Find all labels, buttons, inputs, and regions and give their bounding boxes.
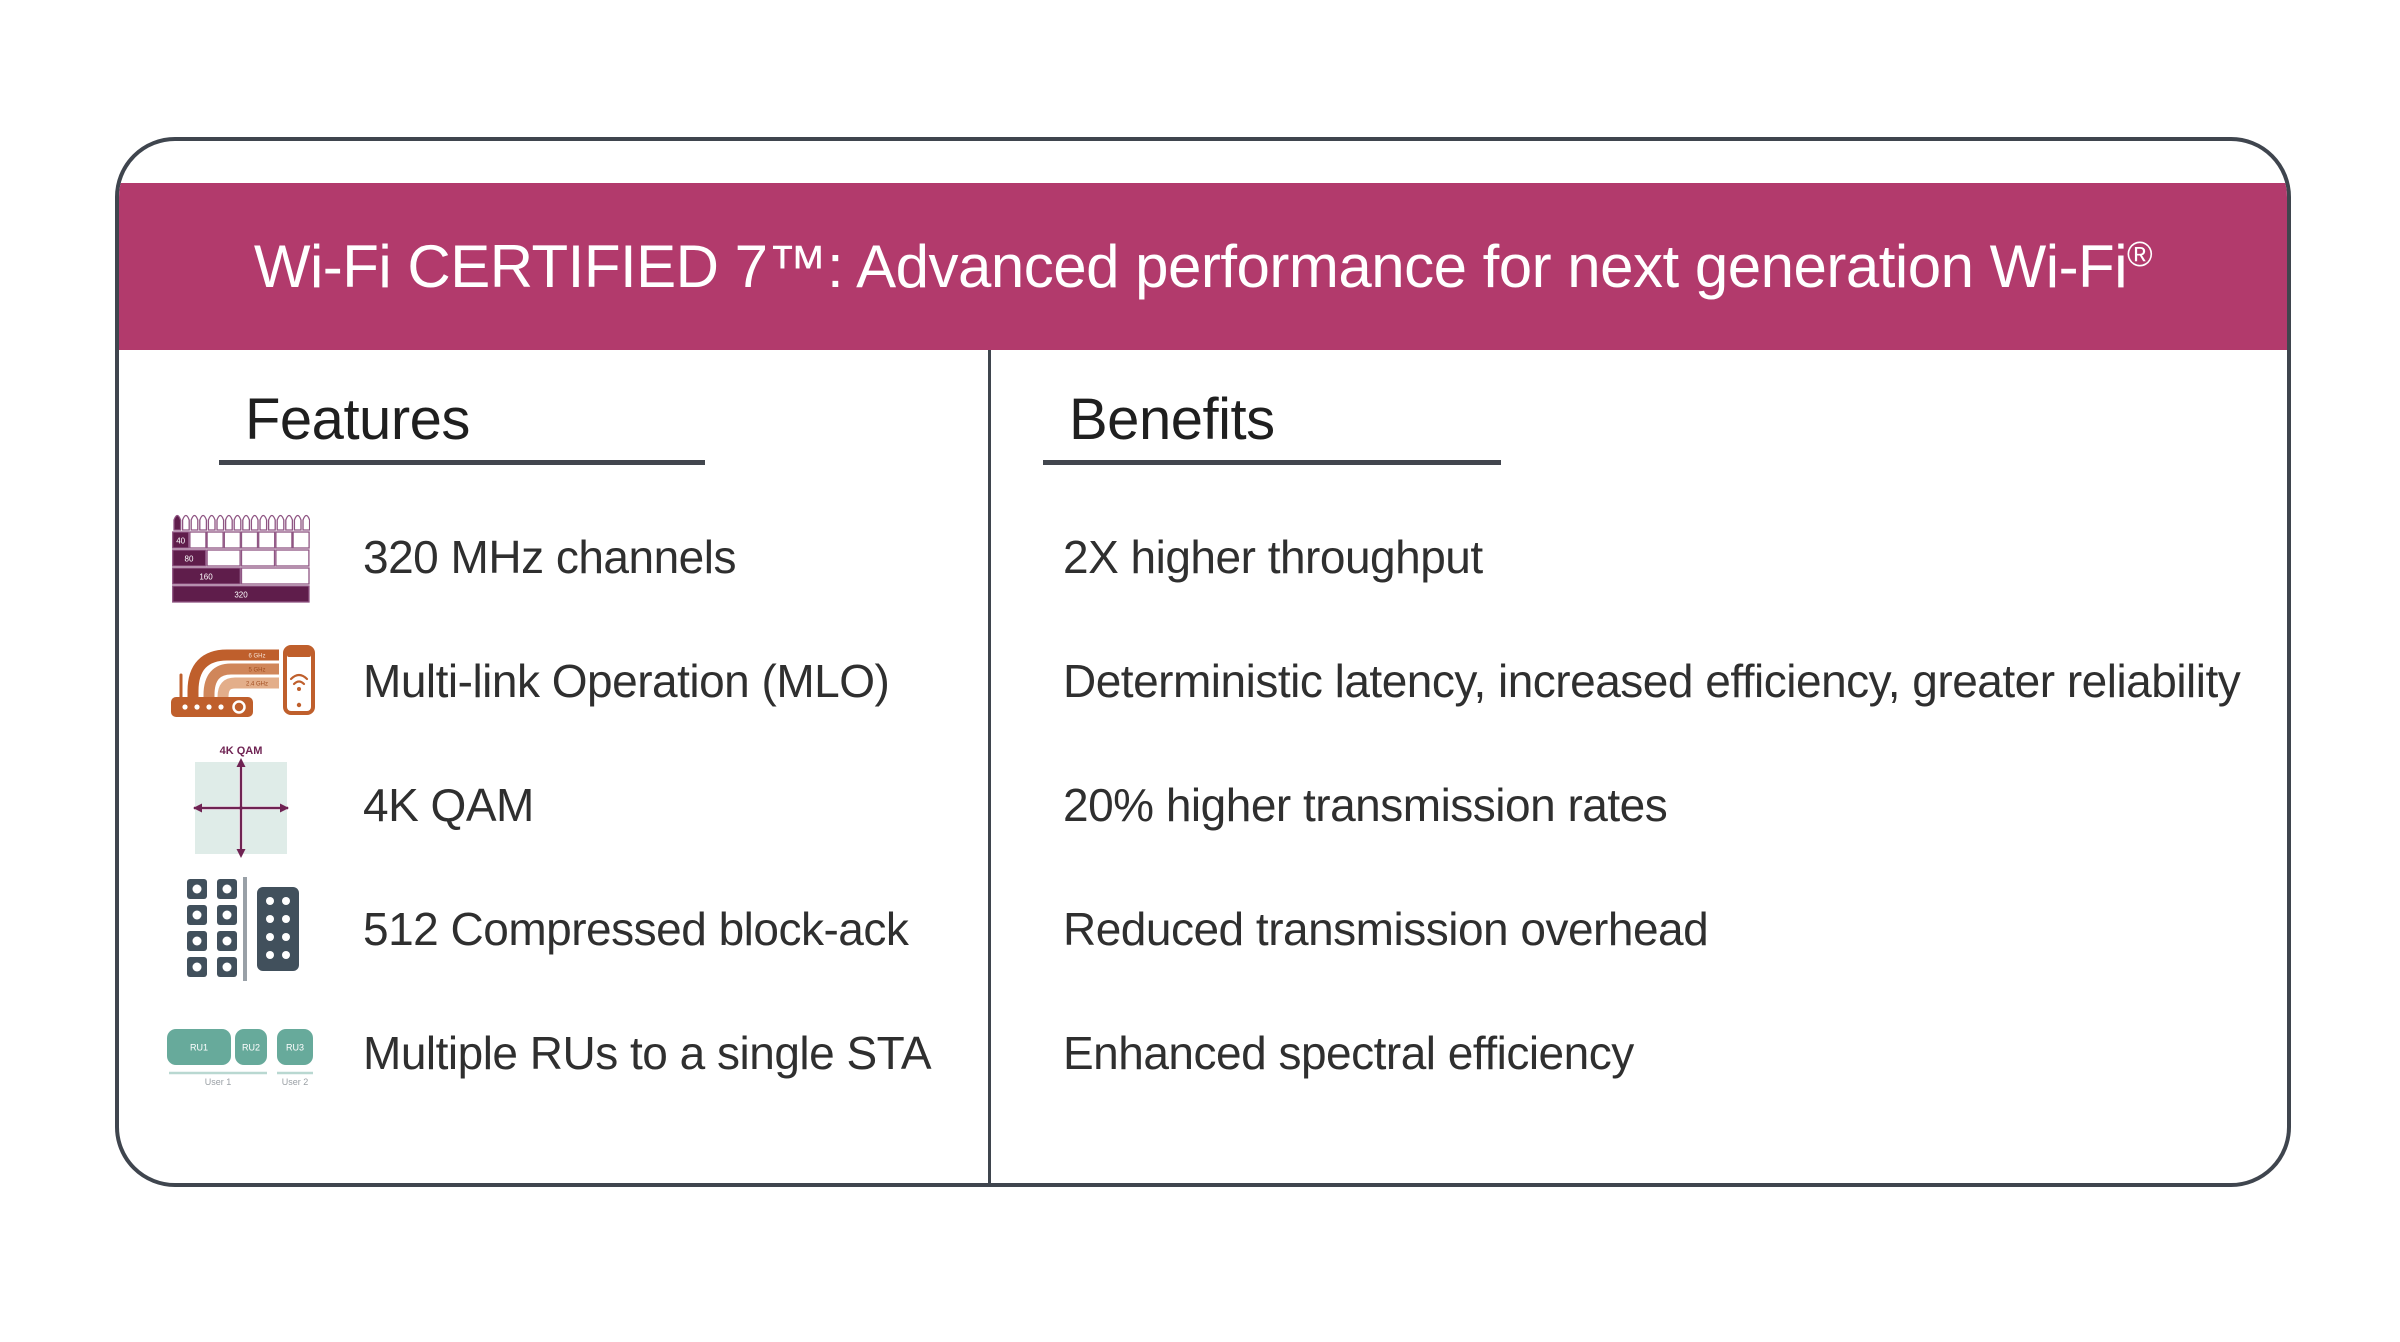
benefit-label: 2X higher throughput [1063, 530, 1483, 583]
benefit-label: Deterministic latency, increased efficie… [1063, 654, 2241, 707]
user2-label: User 2 [282, 1077, 309, 1087]
benefit-label: 20% higher transmission rates [1063, 778, 1668, 831]
benefit-row: 2X higher throughput [991, 495, 2287, 619]
benefit-label: Reduced transmission overhead [1063, 902, 1709, 955]
channel-widths-icon: 40 80 16 [159, 510, 323, 604]
page-title-text: Wi-Fi CERTIFIED 7™: Advanced performance… [253, 233, 2128, 300]
qam-label: 4K QAM [220, 745, 263, 757]
feature-row-blockack: 512 Compressed block-ack [119, 867, 988, 991]
feature-row-multiru: RU1 RU2 RU3 User 1 User 2 Multiple RUs t… [119, 991, 988, 1115]
benefit-label: Enhanced spectral efficiency [1063, 1026, 1634, 1079]
band-24ghz-label: 2.4 GHz [246, 681, 268, 687]
features-rows: 40 80 16 [119, 495, 988, 1115]
benefits-column: Benefits 2X higher throughput Determinis… [991, 350, 2287, 1183]
feature-label: Multi-link Operation (MLO) [363, 654, 890, 707]
features-heading: Features [219, 388, 705, 465]
benefit-row: Enhanced spectral efficiency [991, 991, 2287, 1115]
feature-row-320mhz: 40 80 16 [119, 495, 988, 619]
band-5ghz-label: 5 GHz [248, 667, 265, 673]
feature-row-mlo: 6 GHz 5 GHz 2.4 GHz [119, 619, 988, 743]
feature-label: 320 MHz channels [363, 530, 736, 583]
multi-ru-icon: RU1 RU2 RU3 User 1 User 2 [159, 1017, 323, 1089]
feature-row-4kqam: 4K QAM 4K QAM [119, 743, 988, 867]
ru1-label: RU1 [190, 1042, 208, 1052]
bw-40-label: 40 [176, 536, 185, 545]
bw-320-label: 320 [234, 590, 248, 599]
mlo-icon: 6 GHz 5 GHz 2.4 GHz [159, 635, 323, 727]
block-ack-icon [159, 873, 323, 985]
feature-label: 512 Compressed block-ack [363, 902, 909, 955]
slide-card: Wi-Fi CERTIFIED 7™: Advanced performance… [115, 137, 2291, 1187]
band-6ghz-label: 6 GHz [248, 653, 265, 659]
benefits-heading: Benefits [1043, 388, 1501, 465]
column-divider [988, 350, 991, 1183]
user1-label: User 1 [205, 1077, 232, 1087]
ru3-label: RU3 [286, 1042, 304, 1052]
ru2-label: RU2 [242, 1042, 260, 1052]
feature-label: Multiple RUs to a single STA [363, 1026, 932, 1079]
benefit-row: 20% higher transmission rates [991, 743, 2287, 867]
header-band: Wi-Fi CERTIFIED 7™: Advanced performance… [119, 183, 2287, 350]
bw-160-label: 160 [199, 572, 213, 581]
bw-80-label: 80 [185, 554, 194, 563]
registered-mark: ® [2127, 235, 2153, 274]
benefit-row: Deterministic latency, increased efficie… [991, 619, 2287, 743]
benefit-row: Reduced transmission overhead [991, 867, 2287, 991]
qam-constellation-icon: 4K QAM [159, 744, 323, 866]
page-title: Wi-Fi CERTIFIED 7™: Advanced performance… [253, 232, 2153, 301]
features-column: Features [119, 350, 988, 1183]
benefits-rows: 2X higher throughput Deterministic laten… [991, 495, 2287, 1115]
feature-label: 4K QAM [363, 778, 534, 831]
